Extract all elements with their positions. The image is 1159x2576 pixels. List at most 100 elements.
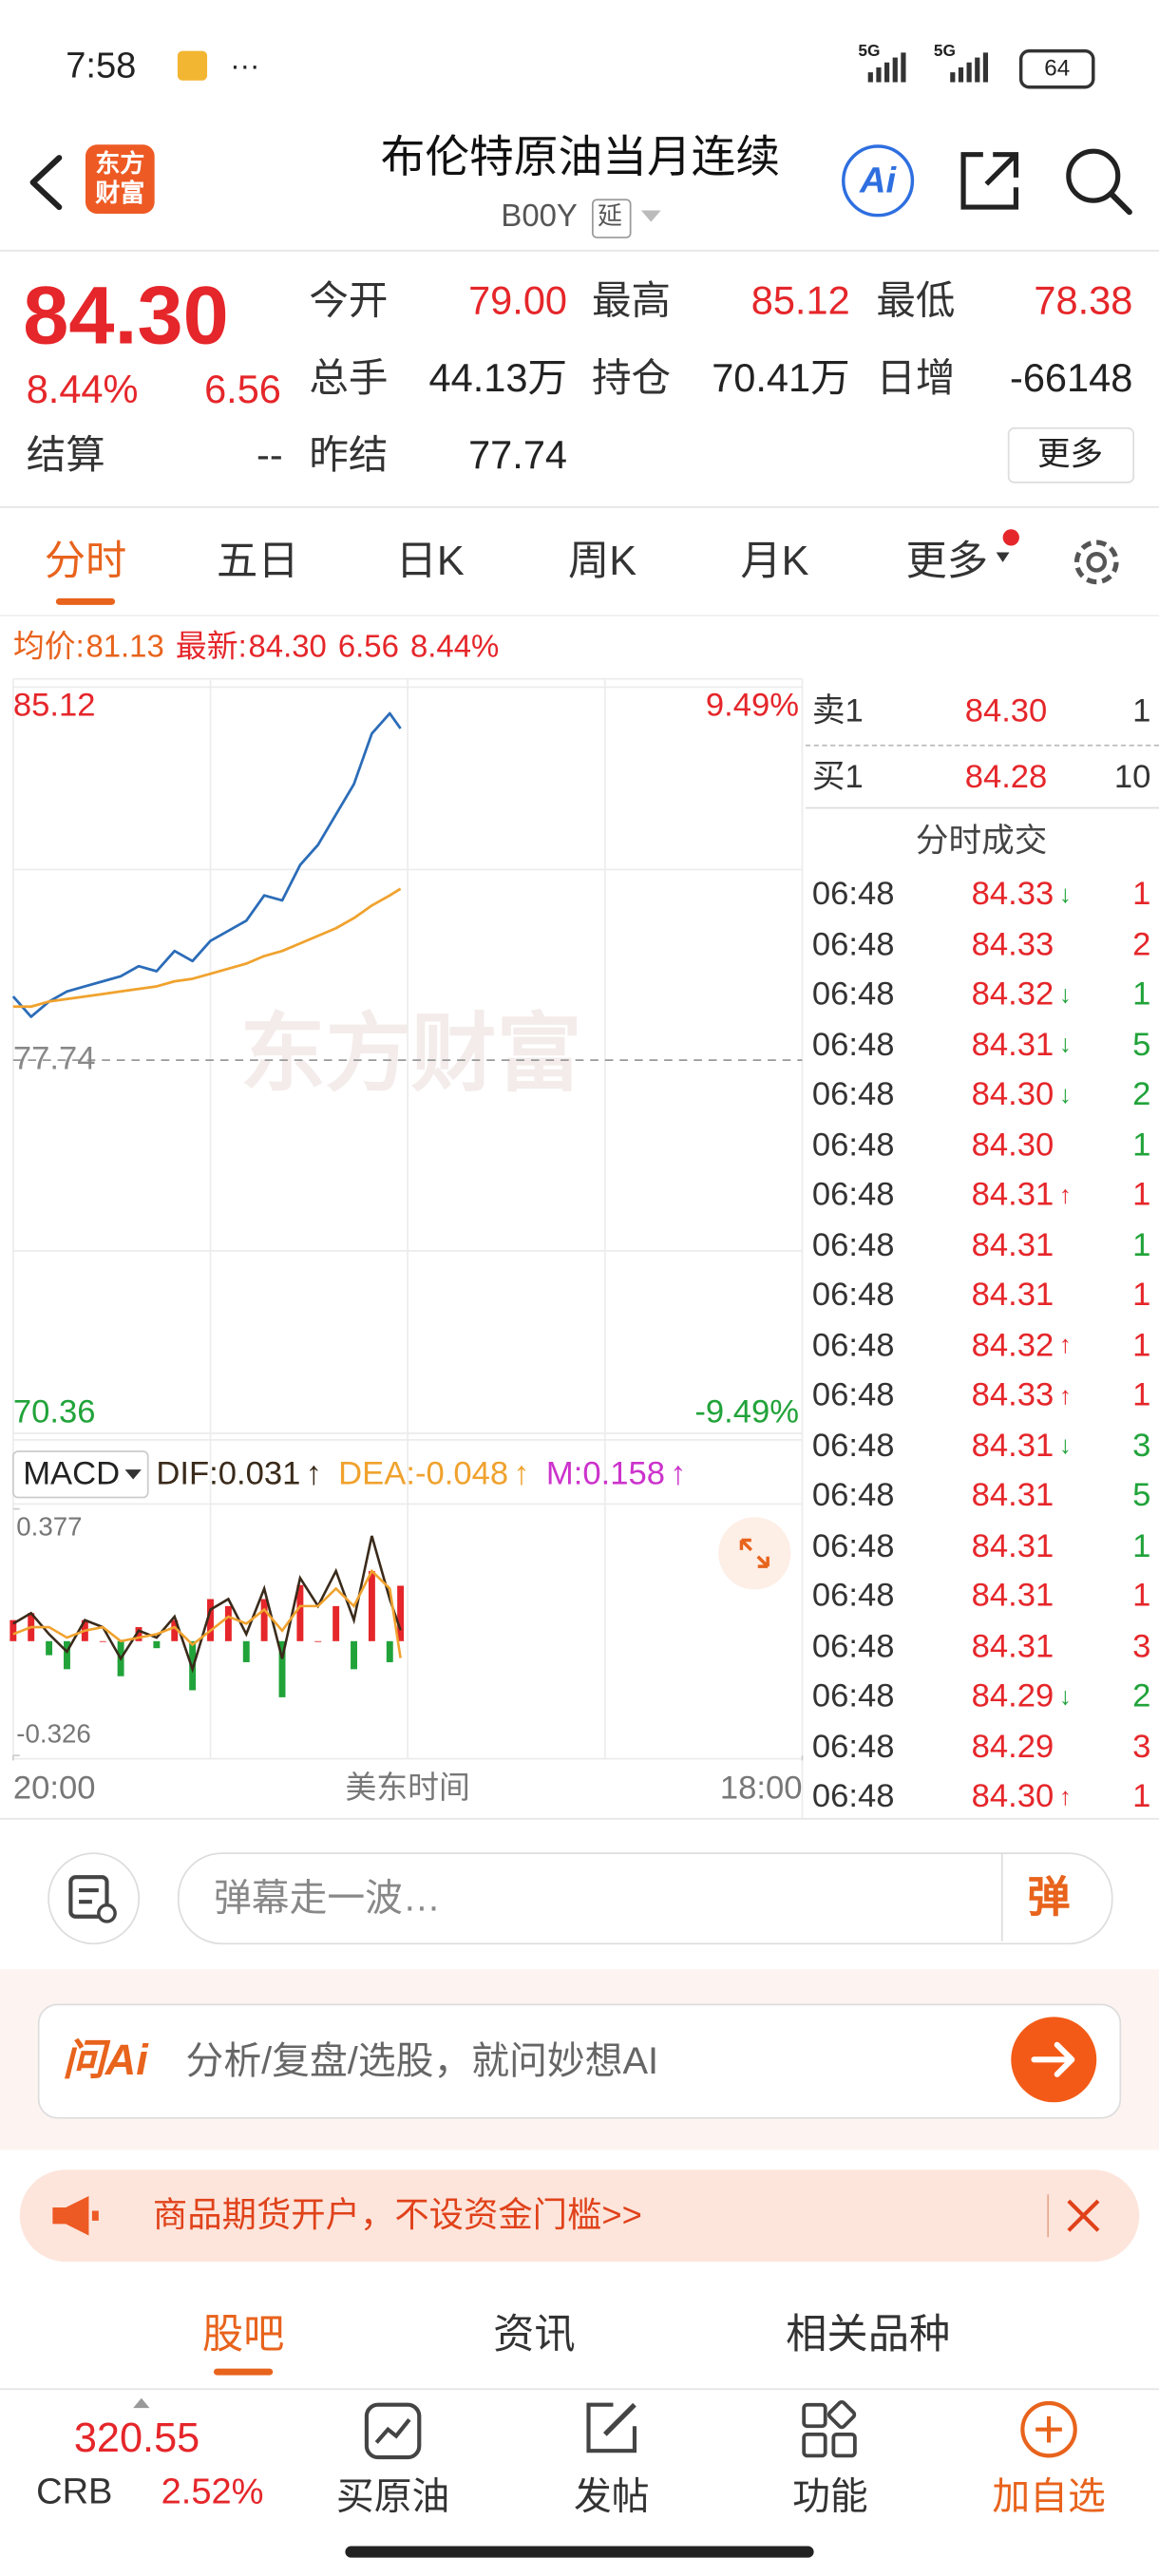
grid-frame <box>11 677 804 1818</box>
macd-bar <box>46 1640 53 1656</box>
divider <box>1047 2194 1050 2238</box>
divider <box>0 615 1159 616</box>
y-tick-label: 77.74 <box>13 1040 96 1076</box>
danmaku-placeholder: 弹幕走一波… <box>213 1876 441 1920</box>
more-button-label: 更多 <box>1036 437 1104 474</box>
trade-price-value: 84.31 <box>971 1226 1054 1263</box>
trade-price: 84.30 <box>972 1128 1077 1162</box>
trade-price: 84.33 ↑ <box>972 1379 1077 1412</box>
legend-arrow: ↑ <box>305 1456 322 1493</box>
section-tab[interactable]: 相关品种 <box>786 2311 951 2358</box>
stat-value: 85.12 <box>750 279 850 324</box>
chart-tab[interactable]: 月K <box>740 538 809 585</box>
nav-item[interactable]: 发帖 <box>573 2474 650 2518</box>
trade-volume: 1 <box>1132 1527 1151 1564</box>
trade-time: 06:48 <box>811 1778 895 1815</box>
trade-time: 06:48 <box>811 1076 895 1113</box>
chart-tab[interactable]: 分时 <box>44 538 127 585</box>
change-amount: 6.56 <box>337 630 399 665</box>
more-button[interactable] <box>1007 426 1135 483</box>
section-tab[interactable]: 股吧 <box>201 2311 285 2358</box>
macd-bar <box>397 1585 405 1641</box>
stat-label: 结算 <box>26 433 105 479</box>
divider <box>0 250 1159 252</box>
legend-text: M:0.158 <box>545 1456 665 1493</box>
y-tick-label: 0.377 <box>16 1512 82 1542</box>
nav-item[interactable]: 买原油 <box>335 2474 450 2518</box>
trade-volume: 1 <box>1132 1327 1151 1364</box>
trade-arrow: ↓ <box>1058 1682 1072 1711</box>
index-value: 320.55 <box>73 2415 200 2462</box>
notice-dot <box>1002 529 1019 546</box>
back-button[interactable] <box>23 151 68 214</box>
legend-arrow: ↑ <box>513 1456 530 1493</box>
indicator-select[interactable] <box>11 1450 149 1499</box>
stat-value: 77.74 <box>468 433 568 479</box>
trade-arrow: ↓ <box>1058 1080 1072 1109</box>
delay-tag: 延 <box>598 202 623 232</box>
y2-tick-label: 9.49% <box>706 687 799 723</box>
macd-bar <box>224 1605 232 1641</box>
trade-time: 06:48 <box>811 1127 895 1164</box>
trade-volume: 3 <box>1132 1427 1151 1465</box>
trade-time: 06:48 <box>811 1277 895 1314</box>
tag-box <box>591 199 632 238</box>
dropdown-icon <box>124 1469 142 1480</box>
trade-price-value: 84.29 <box>971 1677 1054 1714</box>
search-button[interactable] <box>1062 144 1134 217</box>
settings-button[interactable] <box>1067 533 1126 592</box>
trade-price: 84.31 <box>972 1529 1077 1563</box>
chart-tab[interactable]: 日K <box>395 538 465 585</box>
danmaku-settings[interactable] <box>48 1852 141 1945</box>
trade-price-value: 84.33 <box>971 926 1054 963</box>
trade-price-value: 84.31 <box>971 1578 1054 1615</box>
legend-text: DIF:0.031 <box>156 1456 301 1493</box>
trade-time: 06:48 <box>811 1226 895 1263</box>
trade-price: 84.31 <box>972 1580 1077 1613</box>
status-time: 7:58 <box>66 44 137 85</box>
promo-banner[interactable] <box>19 2169 1140 2263</box>
trade-time: 06:48 <box>811 1427 895 1465</box>
divider <box>805 744 1159 747</box>
logo-text: 东方 <box>95 150 145 179</box>
macd-line <box>12 1568 402 1658</box>
ai-input[interactable] <box>37 2003 1122 2119</box>
section-tab[interactable]: 资讯 <box>493 2311 576 2358</box>
ai-button-label: Ai <box>860 159 897 201</box>
trade-price: 84.31 ↓ <box>972 1028 1077 1061</box>
chart-tab[interactable]: 周K <box>567 538 637 585</box>
trade-price: 84.32 ↓ <box>972 978 1077 1012</box>
share-button[interactable] <box>957 148 1022 214</box>
macd-bar <box>351 1640 357 1670</box>
book-price: 84.28 <box>964 759 1048 796</box>
trade-time: 06:48 <box>811 1527 895 1564</box>
chart-tab[interactable]: 更多 <box>905 538 989 585</box>
trade-volume: 5 <box>1132 1477 1151 1514</box>
trade-price-value: 84.33 <box>971 1377 1054 1414</box>
dropdown-icon[interactable] <box>637 207 664 227</box>
last-price: 84.30 <box>248 630 327 665</box>
divider <box>0 1817 1159 1820</box>
nav-item[interactable]: 功能 <box>792 2474 868 2518</box>
trade-volume: 1 <box>1132 975 1151 1013</box>
close-banner[interactable] <box>1065 2198 1101 2234</box>
ai-button[interactable] <box>842 144 915 218</box>
trades-title: 分时成交 <box>915 823 1048 861</box>
nav-item[interactable]: 加自选 <box>992 2474 1106 2518</box>
ai-submit[interactable] <box>1010 2016 1098 2104</box>
page-title: 布伦特原油当月连续 <box>380 132 781 182</box>
trade-price-value: 84.29 <box>971 1728 1054 1765</box>
trade-arrow: ↑ <box>1058 1782 1072 1811</box>
trade-arrow: ↑ <box>1058 1331 1072 1360</box>
divider <box>805 806 1159 809</box>
macd-bar <box>153 1640 161 1649</box>
danmaku-send[interactable]: 弹 <box>1027 1872 1071 1922</box>
chart-tab[interactable]: 五日 <box>217 538 299 585</box>
trade-time: 06:48 <box>811 1377 895 1414</box>
trade-price: 84.30 ↓ <box>972 1078 1077 1111</box>
danmaku-input[interactable] <box>177 1852 1113 1945</box>
stat-label: 最高 <box>591 279 672 324</box>
trade-volume: 1 <box>1132 1177 1151 1214</box>
expand-button[interactable] <box>718 1517 791 1590</box>
